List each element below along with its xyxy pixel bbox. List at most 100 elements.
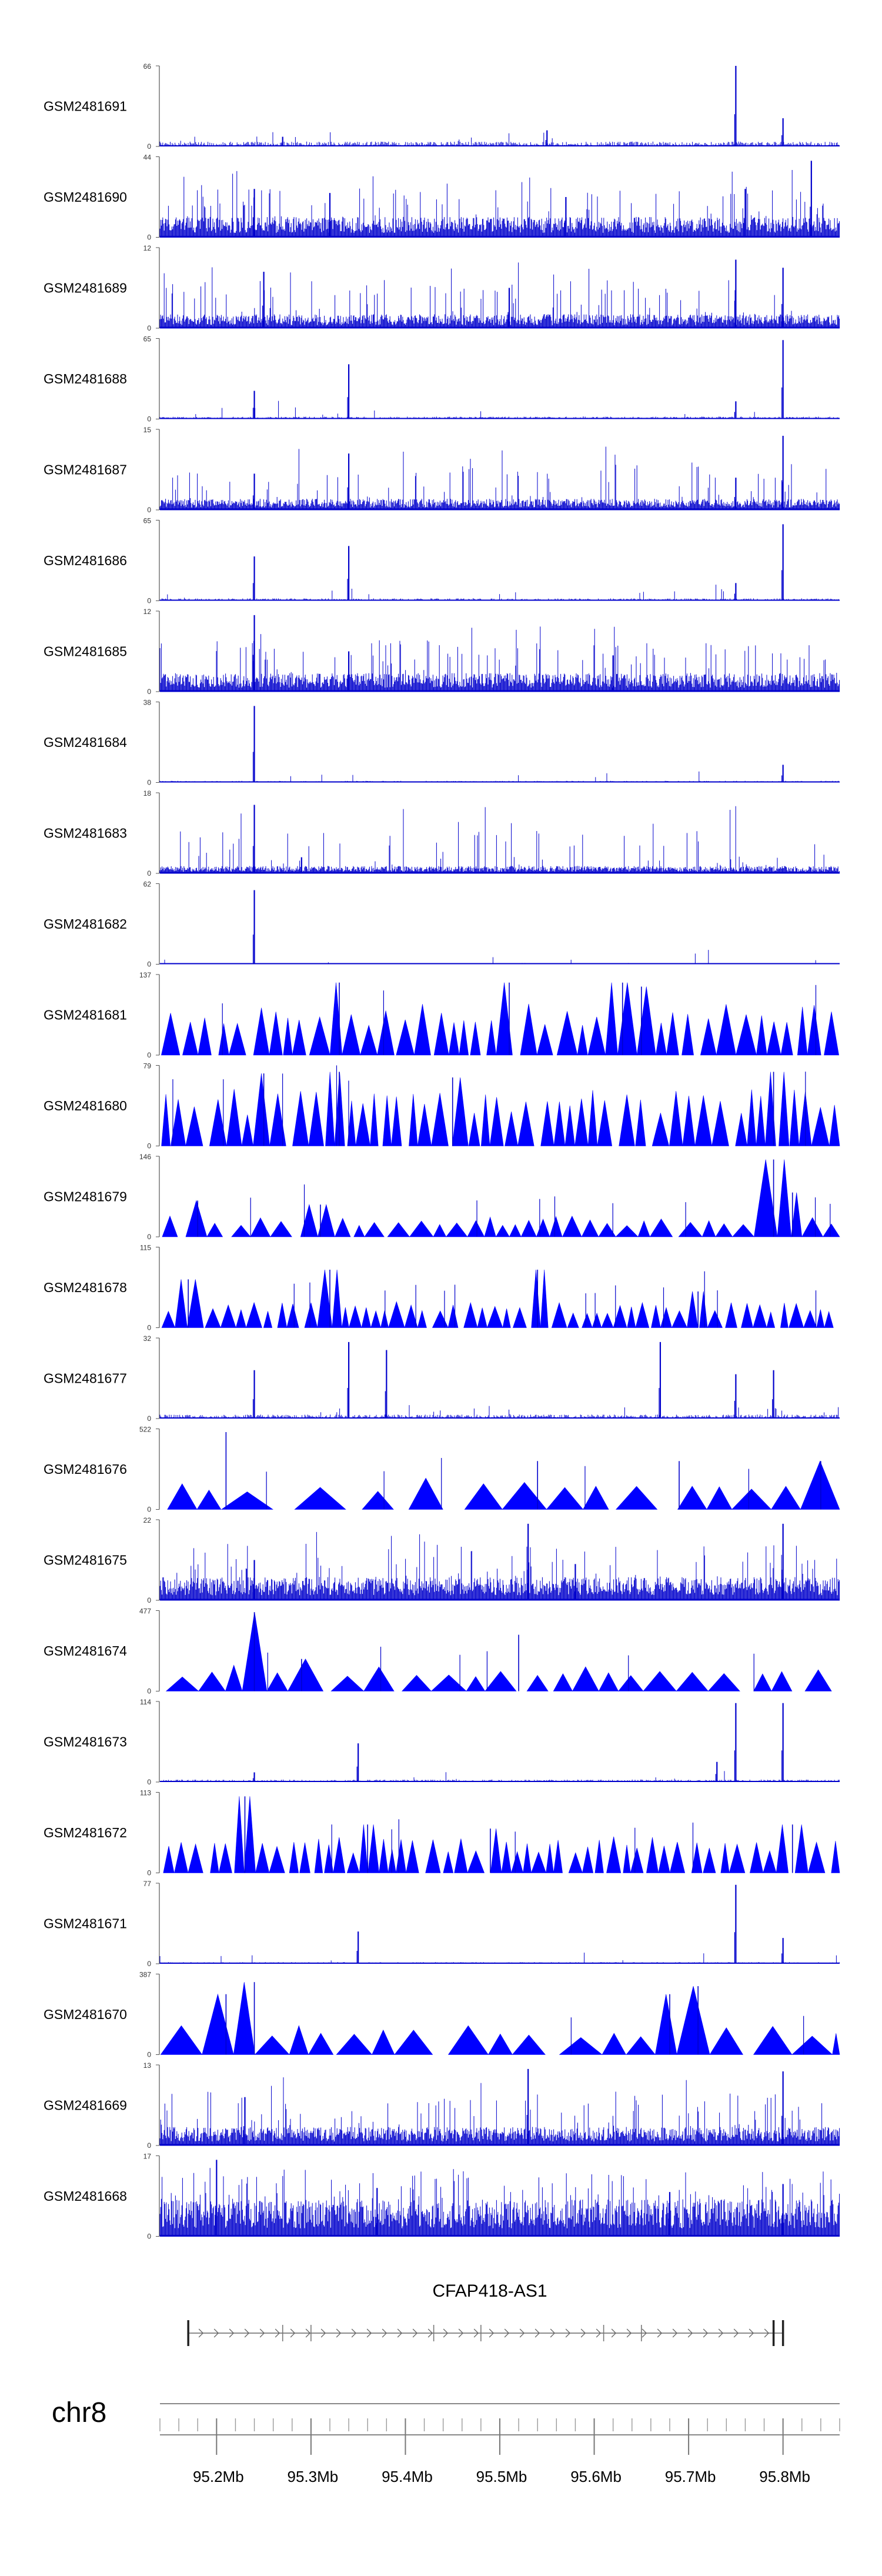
signal-triangle: [616, 1486, 658, 1510]
signal-triangle: [459, 1020, 469, 1056]
signal-triangle: [175, 1279, 188, 1328]
strand-arrow: [504, 2328, 510, 2338]
strand-arrow: [565, 2328, 571, 2338]
track-ymax-label: 15: [143, 426, 152, 434]
signal-triangle: [161, 1094, 171, 1146]
track-ymin-label: 0: [147, 597, 151, 605]
track-GSM2481669: GSM2481669 13 0: [44, 2061, 840, 2150]
signal-triangle: [188, 1843, 203, 1873]
track-label: GSM2481674: [44, 1643, 127, 1659]
signal-triangle: [766, 1311, 776, 1328]
signal-triangle: [613, 1304, 627, 1328]
signal-triangle: [536, 1024, 553, 1056]
signal-triangle: [243, 1796, 256, 1873]
track-ymax-label: 22: [143, 1516, 152, 1524]
track-GSM2481686: GSM2481686 65 0: [44, 517, 840, 605]
signal-triangle: [707, 1310, 723, 1328]
track-ymin-label: 0: [147, 1596, 151, 1604]
track-ymax-label: 65: [143, 335, 152, 343]
signal-triangle: [233, 1982, 255, 2055]
signal-triangle: [703, 1848, 716, 1873]
track-ymin-label: 0: [147, 1778, 151, 1786]
signal-triangle: [520, 1003, 537, 1056]
signal-triangle: [452, 1077, 469, 1146]
signal-triangle: [198, 1017, 212, 1056]
signal-triangle: [300, 1204, 318, 1237]
strand-arrow: [366, 2328, 372, 2338]
signal-triangle: [649, 1219, 673, 1237]
signal-triangle: [269, 1846, 285, 1873]
signal-triangle: [754, 1159, 778, 1237]
signal-triangle: [797, 1006, 808, 1056]
track-GSM2481682: GSM2481682 62 0: [44, 880, 840, 969]
signal-triangle: [587, 1016, 606, 1056]
signal-triangle: [404, 1304, 418, 1328]
signal-triangle: [314, 1838, 323, 1873]
track-ymax-label: 12: [143, 244, 152, 252]
track-ymax-label: 115: [140, 1244, 151, 1252]
signal-triangle: [531, 1851, 547, 1873]
track-GSM2481672: GSM2481672 113 0: [44, 1789, 840, 1877]
track-ymax-label: 522: [139, 1426, 151, 1434]
signal-triangle: [218, 1023, 229, 1056]
signal-triangle: [198, 1671, 226, 1691]
signal-bars: [159, 1531, 840, 1600]
signal-triangle: [446, 1222, 468, 1237]
signal-triangle: [396, 1839, 406, 1873]
signal-triangle: [829, 1105, 840, 1146]
signal-triangle: [443, 1851, 454, 1873]
signal-triangle: [582, 1847, 594, 1873]
signal-triangle: [353, 1224, 365, 1237]
strand-arrow: [657, 2328, 663, 2338]
signal-triangle: [789, 1089, 800, 1146]
signal-triangle: [408, 1477, 443, 1510]
track-GSM2481684: GSM2481684 38 0: [44, 699, 840, 787]
axis-tick-label: 95.2Mb: [193, 2468, 244, 2485]
strand-arrow: [275, 2328, 280, 2338]
signal-triangle: [346, 1852, 360, 1873]
signal-triangle: [824, 1012, 839, 1056]
strand-arrow: [412, 2328, 418, 2338]
signal-triangle: [417, 1310, 427, 1328]
signal-triangle: [433, 1013, 449, 1056]
signal-triangle: [349, 1305, 362, 1328]
signal-triangle: [682, 1096, 696, 1146]
signal-triangle: [716, 1004, 736, 1056]
signal-triangle: [777, 1159, 791, 1237]
track-ymin-label: 0: [147, 1051, 151, 1059]
signal-triangle: [370, 1310, 381, 1328]
track-GSM2481687: GSM2481687 15 0: [44, 426, 840, 514]
signal-triangle: [454, 1838, 468, 1873]
strand-arrow: [642, 2328, 647, 2338]
signal-triangle: [804, 1669, 832, 1691]
signal-bars: [159, 1405, 840, 1419]
strand-arrow: [458, 2328, 464, 2338]
signal-triangle: [466, 1676, 486, 1691]
signal-triangle: [174, 1842, 189, 1873]
signal-triangle: [658, 1846, 670, 1873]
signal-triangle: [341, 1307, 349, 1328]
track-label: GSM2481675: [44, 1553, 127, 1568]
signal-triangle: [209, 1099, 227, 1146]
track-ymin-label: 0: [147, 688, 151, 696]
signal-triangle: [807, 1841, 826, 1873]
signal-bars: [159, 585, 840, 601]
track-ymin-label: 0: [147, 142, 151, 151]
signal-triangle: [687, 1291, 699, 1328]
signal-bars: [159, 446, 840, 510]
signal-triangle: [626, 2036, 656, 2055]
signal-triangle: [574, 1098, 589, 1146]
signal-triangle: [643, 1671, 677, 1691]
signal-triangle: [700, 1018, 717, 1056]
track-label: GSM2481679: [44, 1189, 127, 1204]
signal-triangle: [253, 1073, 270, 1146]
track-label: GSM2481671: [44, 1916, 127, 1931]
signal-triangle: [572, 1666, 599, 1691]
signal-triangle: [811, 1107, 830, 1146]
signal-triangle: [185, 1200, 208, 1237]
signal-triangle: [546, 1844, 554, 1873]
track-label: GSM2481676: [44, 1461, 127, 1477]
signal-triangle: [671, 1310, 687, 1328]
signal-triangle: [725, 1302, 737, 1328]
track-ymax-label: 146: [139, 1153, 151, 1161]
